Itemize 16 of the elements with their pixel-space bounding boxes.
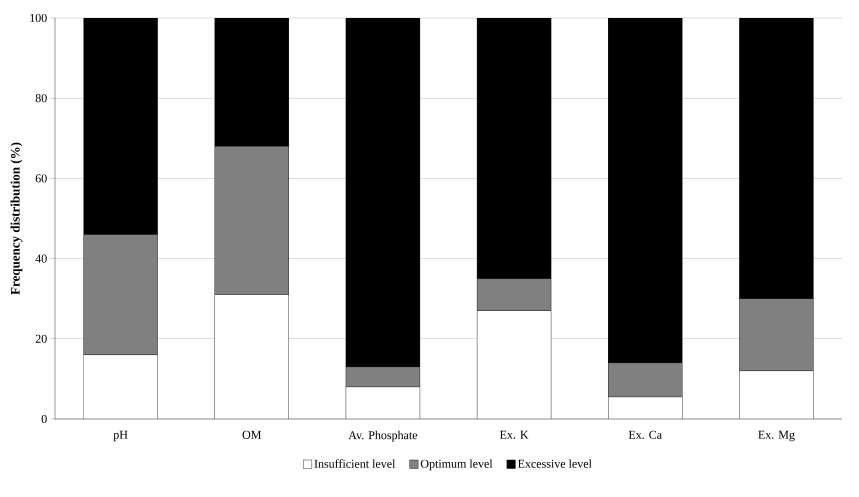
x-tick-label: Av. Phosphate bbox=[348, 430, 418, 442]
y-tick-label: 80 bbox=[36, 94, 47, 102]
x-tick-label: OM bbox=[242, 430, 262, 439]
y-tick-label: 0 bbox=[42, 414, 47, 424]
y-tick-label: 60 bbox=[36, 174, 47, 182]
y-tick-label: 100 bbox=[30, 14, 47, 22]
legend-label: Insufficient level bbox=[314, 459, 396, 468]
x-tick-label: Ex. Ca bbox=[628, 430, 662, 439]
y-tick-label: 40 bbox=[35, 254, 47, 263]
legend-label: Optimum level bbox=[420, 459, 492, 470]
legend-label: Excessive level bbox=[518, 459, 592, 468]
x-tick-label: Ex. Mg bbox=[758, 430, 795, 442]
x-tick-label: Ex. K bbox=[500, 430, 528, 439]
x-tick-label: pH bbox=[113, 430, 128, 442]
y-axis-title: Frequency distribution (%) bbox=[10, 142, 22, 295]
y-tick-label: 20 bbox=[36, 334, 47, 343]
